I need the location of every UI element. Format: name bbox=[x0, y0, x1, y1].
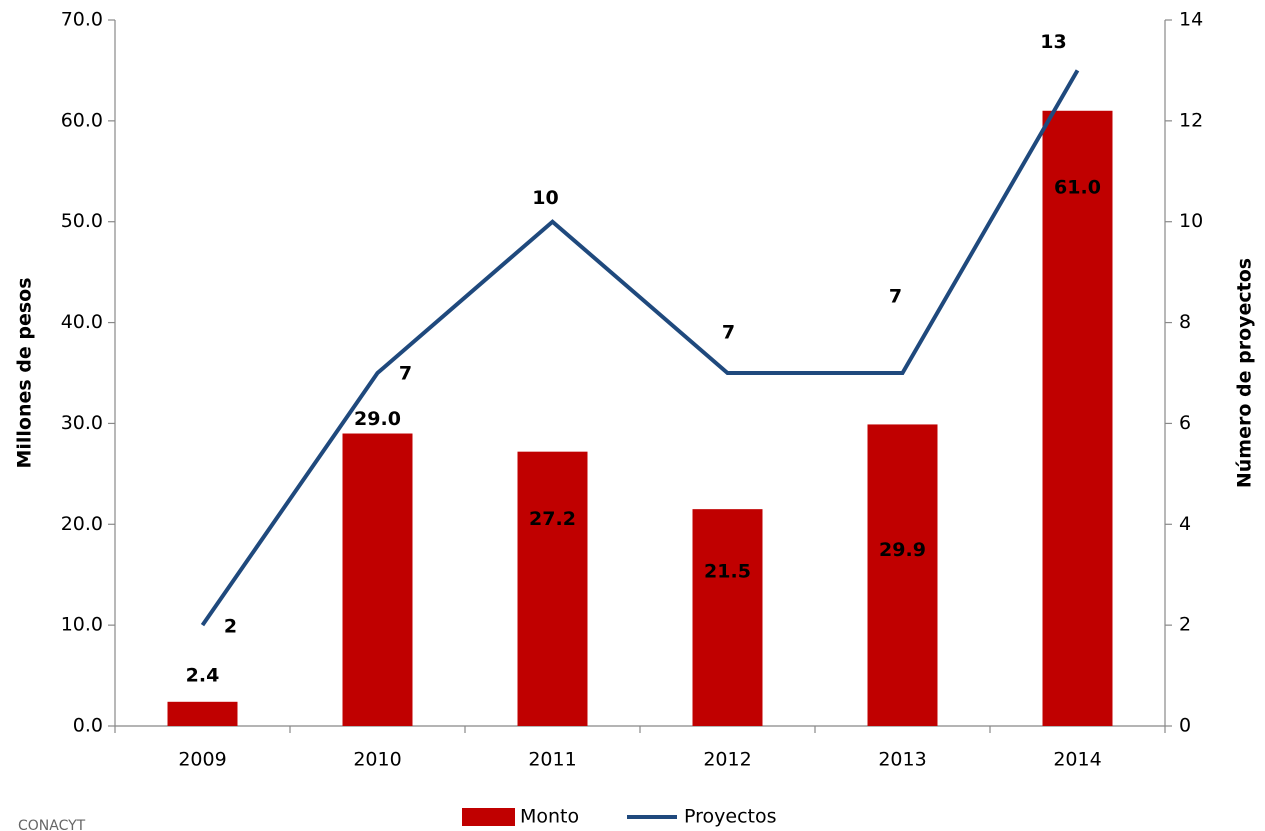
x-tick-label: 2014 bbox=[1053, 749, 1101, 771]
bar bbox=[1042, 110, 1113, 727]
y-tick-label: 20.0 bbox=[61, 513, 103, 535]
line-value-label: 10 bbox=[532, 187, 558, 209]
y2-tick-label: 12 bbox=[1179, 109, 1203, 131]
y2-tick-label: 2 bbox=[1179, 614, 1191, 636]
line-value-label: 7 bbox=[722, 322, 735, 344]
bar bbox=[517, 451, 588, 726]
y2-tick-label: 10 bbox=[1179, 210, 1203, 232]
x-tick-label: 2011 bbox=[528, 749, 576, 771]
y2-axis-title: Número de proyectos bbox=[1234, 258, 1256, 488]
bar-value-label: 21.5 bbox=[704, 561, 751, 583]
line-value-label: 7 bbox=[399, 363, 412, 385]
x-tick-label: 2009 bbox=[178, 749, 226, 771]
y-tick-label: 70.0 bbox=[61, 9, 103, 31]
y-tick-label: 10.0 bbox=[61, 614, 103, 636]
x-tick-label: 2013 bbox=[878, 749, 926, 771]
bar bbox=[692, 509, 763, 726]
bar-value-label: 29.9 bbox=[879, 539, 926, 561]
y2-tick-label: 6 bbox=[1179, 412, 1191, 434]
y2-tick-label: 4 bbox=[1179, 513, 1191, 535]
bar bbox=[167, 701, 238, 726]
y-axis-title: Millones de pesos bbox=[14, 277, 36, 468]
x-tick-label: 2010 bbox=[353, 749, 401, 771]
x-tick-label: 2012 bbox=[703, 749, 751, 771]
y-tick-label: 60.0 bbox=[61, 109, 103, 131]
bar-value-label: 2.4 bbox=[186, 664, 220, 686]
bar bbox=[867, 424, 938, 726]
legend-label: Proyectos bbox=[684, 806, 777, 828]
bar-value-label: 27.2 bbox=[529, 508, 576, 530]
y-tick-label: 0.0 bbox=[73, 715, 103, 737]
source: CONACYT bbox=[18, 818, 86, 831]
line-value-label: 7 bbox=[889, 286, 902, 308]
y-tick-label: 40.0 bbox=[61, 311, 103, 333]
line bbox=[200, 69, 1080, 627]
line-value-label: 13 bbox=[1040, 31, 1066, 53]
bar-value-label: 29.0 bbox=[354, 408, 401, 430]
y2-tick-label: 8 bbox=[1179, 311, 1191, 333]
bar bbox=[342, 433, 413, 726]
legend-swatch bbox=[462, 808, 515, 826]
bar-value-label: 61.0 bbox=[1054, 176, 1101, 198]
legend-label: Monto bbox=[520, 806, 579, 828]
y-tick-label: 50.0 bbox=[61, 210, 103, 232]
line-value-label: 2 bbox=[224, 616, 237, 638]
y-tick-label: 30.0 bbox=[61, 412, 103, 434]
y2-tick-label: 14 bbox=[1179, 9, 1203, 31]
y2-tick-label: 0 bbox=[1179, 715, 1191, 737]
